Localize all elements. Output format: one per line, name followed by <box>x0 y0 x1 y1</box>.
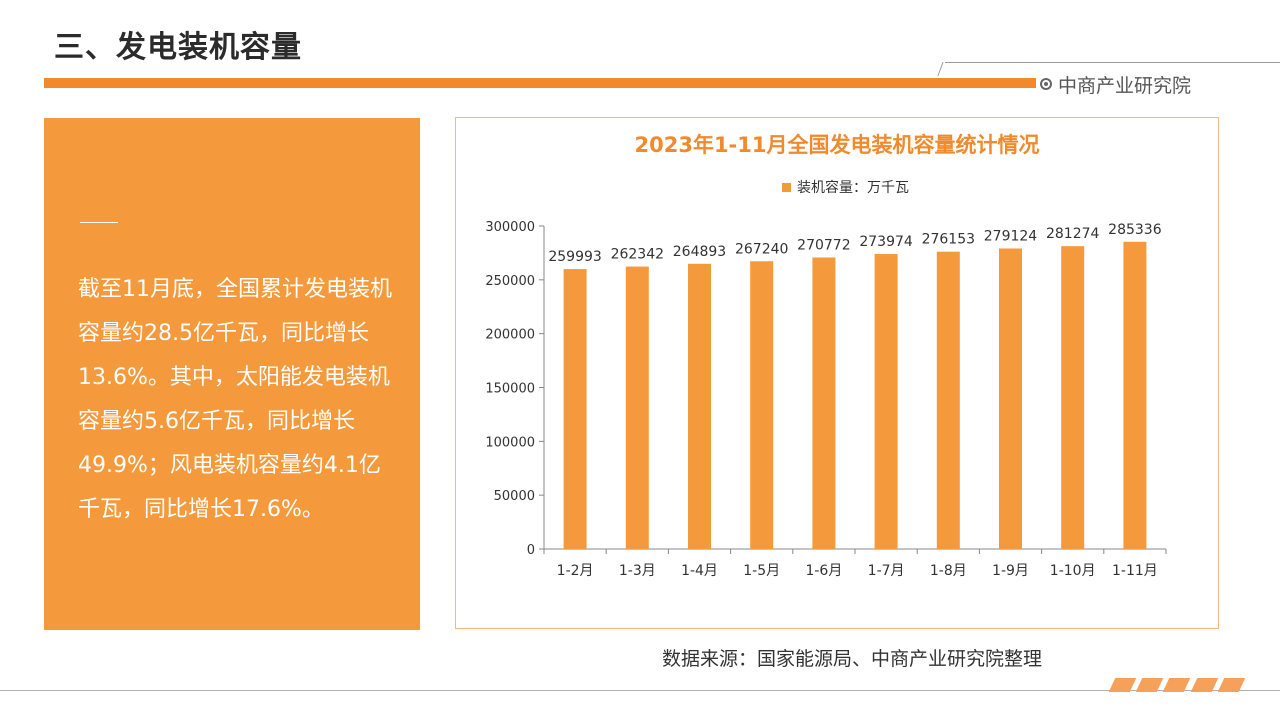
data-label: 262342 <box>611 247 664 263</box>
title-underline <box>44 78 1036 88</box>
footer-stripes-decoration <box>1108 678 1246 692</box>
data-label: 276153 <box>922 232 975 248</box>
bar <box>999 248 1022 549</box>
data-label: 281274 <box>1046 226 1100 242</box>
y-tick-label: 250000 <box>485 274 535 289</box>
y-tick-label: 300000 <box>485 220 535 235</box>
brand-name: 中商产业研究院 <box>1058 74 1192 97</box>
y-tick-label: 0 <box>527 543 535 558</box>
x-tick-label: 1-7月 <box>868 563 905 579</box>
bar <box>1061 246 1085 549</box>
y-tick-label: 100000 <box>485 435 535 450</box>
x-tick-label: 1-5月 <box>743 563 780 579</box>
y-tick-label: 200000 <box>485 328 535 343</box>
x-tick-label: 1-10月 <box>1050 563 1096 579</box>
legend-label: 装机容量：万千瓦 <box>797 179 909 196</box>
data-label: 267240 <box>735 241 788 257</box>
header-divider <box>945 62 1280 63</box>
chart-title: 2023年1-11月全国发电装机容量统计情况 <box>635 133 1040 157</box>
x-tick-label: 1-6月 <box>805 563 842 579</box>
brand-logo: 中商产业研究院 <box>1040 70 1191 98</box>
bar <box>874 254 898 549</box>
bar <box>563 269 587 549</box>
x-tick-label: 1-3月 <box>619 563 656 579</box>
data-label: 285336 <box>1108 222 1162 238</box>
data-source: 数据来源：国家能源局、中商产业研究院整理 <box>662 648 1043 670</box>
footer-divider <box>0 690 1280 691</box>
bar <box>812 257 836 549</box>
x-tick-label: 1-9月 <box>992 563 1029 579</box>
summary-dash <box>80 222 118 223</box>
bar <box>750 261 774 549</box>
x-tick-label: 1-11月 <box>1112 563 1158 579</box>
data-label: 259993 <box>548 249 601 265</box>
summary-text: 截至11月底，全国累计发电装机容量约28.5亿千瓦，同比增长13.6%。其中，太… <box>78 277 392 522</box>
y-tick-label: 150000 <box>485 382 535 397</box>
summary-panel: 截至11月底，全国累计发电装机容量约28.5亿千瓦，同比增长13.6%。其中，太… <box>44 118 420 630</box>
bar <box>688 263 711 549</box>
legend-swatch <box>782 183 791 192</box>
chart-panel: 2023年1-11月全国发电装机容量统计情况装机容量：万千瓦 0 50000 1000… <box>455 117 1219 629</box>
bar <box>1123 241 1147 549</box>
x-tick-label: 1-2月 <box>557 563 594 579</box>
data-label: 279124 <box>984 228 1038 244</box>
x-tick-label: 1-8月 <box>930 563 967 579</box>
bar <box>625 266 649 549</box>
header-divider-corner <box>937 62 944 76</box>
bar <box>936 251 960 549</box>
page-title: 三、发电装机容量 <box>54 30 302 65</box>
data-label: 273974 <box>859 234 913 250</box>
data-label: 264893 <box>673 244 726 260</box>
x-tick-label: 1-4月 <box>681 563 718 579</box>
data-label: 270772 <box>797 237 850 253</box>
brand-circle-icon <box>1040 78 1052 90</box>
y-tick-label: 50000 <box>494 489 535 504</box>
